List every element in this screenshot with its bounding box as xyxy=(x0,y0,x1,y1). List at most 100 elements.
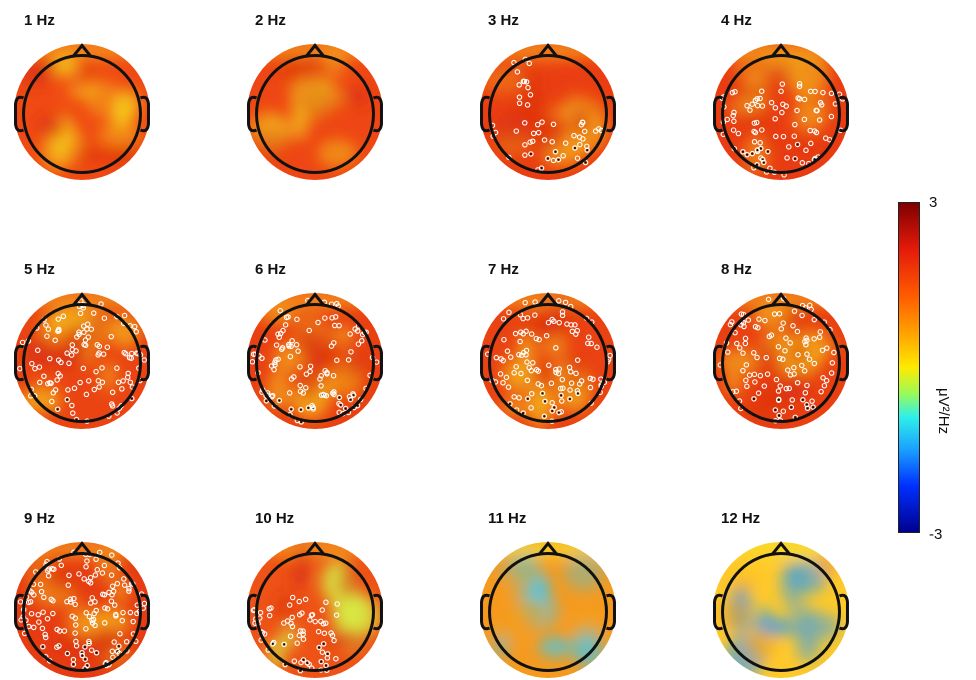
electrode-marker xyxy=(277,307,284,314)
electrode-marker xyxy=(789,397,796,403)
electrode-dot xyxy=(344,407,347,410)
electrode-marker xyxy=(87,574,94,581)
electrode-marker xyxy=(65,582,72,588)
colorbar-unit-label: μV²/Hz xyxy=(935,388,952,435)
electrode-marker xyxy=(574,327,581,334)
electrode-marker xyxy=(100,591,106,598)
electrode-marker xyxy=(553,366,559,373)
electrode-marker xyxy=(307,363,314,370)
electrode-marker xyxy=(817,329,824,335)
electrode-marker xyxy=(40,643,46,650)
electrode-marker xyxy=(752,323,759,330)
electrode-marker xyxy=(772,116,778,122)
topoplot-11 xyxy=(480,541,616,678)
electrode-marker xyxy=(318,618,324,625)
electrode-marker xyxy=(289,594,296,601)
electrode-marker xyxy=(70,410,76,416)
electrode-marker xyxy=(557,385,564,392)
electrode-marker xyxy=(101,620,108,626)
electrode-marker xyxy=(759,156,766,163)
electrode-marker xyxy=(82,644,88,650)
topoplot-12 xyxy=(713,541,849,678)
electrode-marker xyxy=(347,396,354,403)
head-outline xyxy=(480,292,616,423)
electrode-dot xyxy=(322,642,325,645)
electrode-marker xyxy=(266,612,273,619)
head-outline xyxy=(480,43,616,174)
electrode-marker xyxy=(306,327,312,334)
electrode-marker xyxy=(522,120,528,126)
electrode-marker xyxy=(744,383,750,390)
electrode-marker xyxy=(67,599,74,605)
electrode-marker xyxy=(791,364,797,371)
electrode-marker xyxy=(828,370,835,376)
electrode-marker xyxy=(123,638,130,645)
electrode-marker xyxy=(773,376,780,383)
electrode-marker xyxy=(556,319,562,326)
electrode-marker xyxy=(528,151,534,157)
electrode-marker xyxy=(302,596,309,603)
electrode-marker xyxy=(54,644,60,650)
electrode-marker xyxy=(744,102,750,109)
electrode-dot xyxy=(526,397,529,400)
electrode-marker xyxy=(76,329,82,335)
significant-electrodes xyxy=(17,549,148,672)
electrode-marker xyxy=(303,371,310,377)
electrode-marker xyxy=(587,384,594,391)
electrode-marker xyxy=(765,148,771,155)
electrode-dot xyxy=(759,147,762,150)
electrode-marker xyxy=(347,331,353,337)
electrode-marker xyxy=(316,644,322,651)
electrode-marker xyxy=(37,581,44,588)
electrode-marker xyxy=(81,329,87,336)
electrode-marker xyxy=(528,390,535,397)
electrode-marker xyxy=(275,331,281,337)
topoplot-2 xyxy=(247,43,383,180)
electrode-marker xyxy=(533,335,540,342)
electrode-marker xyxy=(807,127,813,134)
electrode-marker xyxy=(123,351,129,357)
electrode-marker xyxy=(276,397,283,404)
electrode-marker xyxy=(288,406,294,412)
electrode-marker xyxy=(45,380,51,387)
electrode-marker xyxy=(35,611,42,618)
panel-title: 9 Hz xyxy=(24,510,55,527)
electrode-marker xyxy=(725,349,731,355)
electrode-dot xyxy=(352,394,355,397)
topoplot-3 xyxy=(480,43,616,180)
electrode-marker xyxy=(755,390,762,396)
electrode-marker xyxy=(262,337,268,343)
electrode-marker xyxy=(331,391,337,398)
electrode-marker xyxy=(109,583,116,590)
electrode-marker xyxy=(345,357,352,363)
electrode-marker xyxy=(504,348,511,354)
electrode-dot xyxy=(72,663,75,666)
electrode-marker xyxy=(86,378,92,384)
electrode-marker xyxy=(780,356,786,363)
electrode-marker xyxy=(560,385,566,391)
electrode-marker xyxy=(108,572,115,578)
electrode-marker xyxy=(268,363,275,369)
electrode-marker xyxy=(549,139,555,145)
electrode-marker xyxy=(512,330,519,337)
electrode-marker xyxy=(287,633,294,639)
electrode-marker xyxy=(130,618,136,625)
electrode-marker xyxy=(776,355,783,362)
electrode-marker xyxy=(90,616,97,623)
electrode-dot xyxy=(86,664,89,667)
electrode-marker xyxy=(99,365,105,371)
electrode-marker xyxy=(765,296,772,303)
electrode-marker xyxy=(532,312,538,318)
electrode-marker xyxy=(329,315,335,321)
electrode-marker xyxy=(276,334,282,341)
topoplot-1 xyxy=(14,43,150,180)
electrode-marker xyxy=(776,396,782,403)
electrode-marker xyxy=(309,402,315,409)
electrode-marker xyxy=(96,350,102,356)
electrode-dot xyxy=(508,402,512,405)
electrode-marker xyxy=(783,385,790,392)
electrode-marker xyxy=(567,387,573,393)
electrode-marker xyxy=(289,338,295,344)
electrode-marker xyxy=(752,379,758,385)
electrode-marker xyxy=(300,636,307,642)
